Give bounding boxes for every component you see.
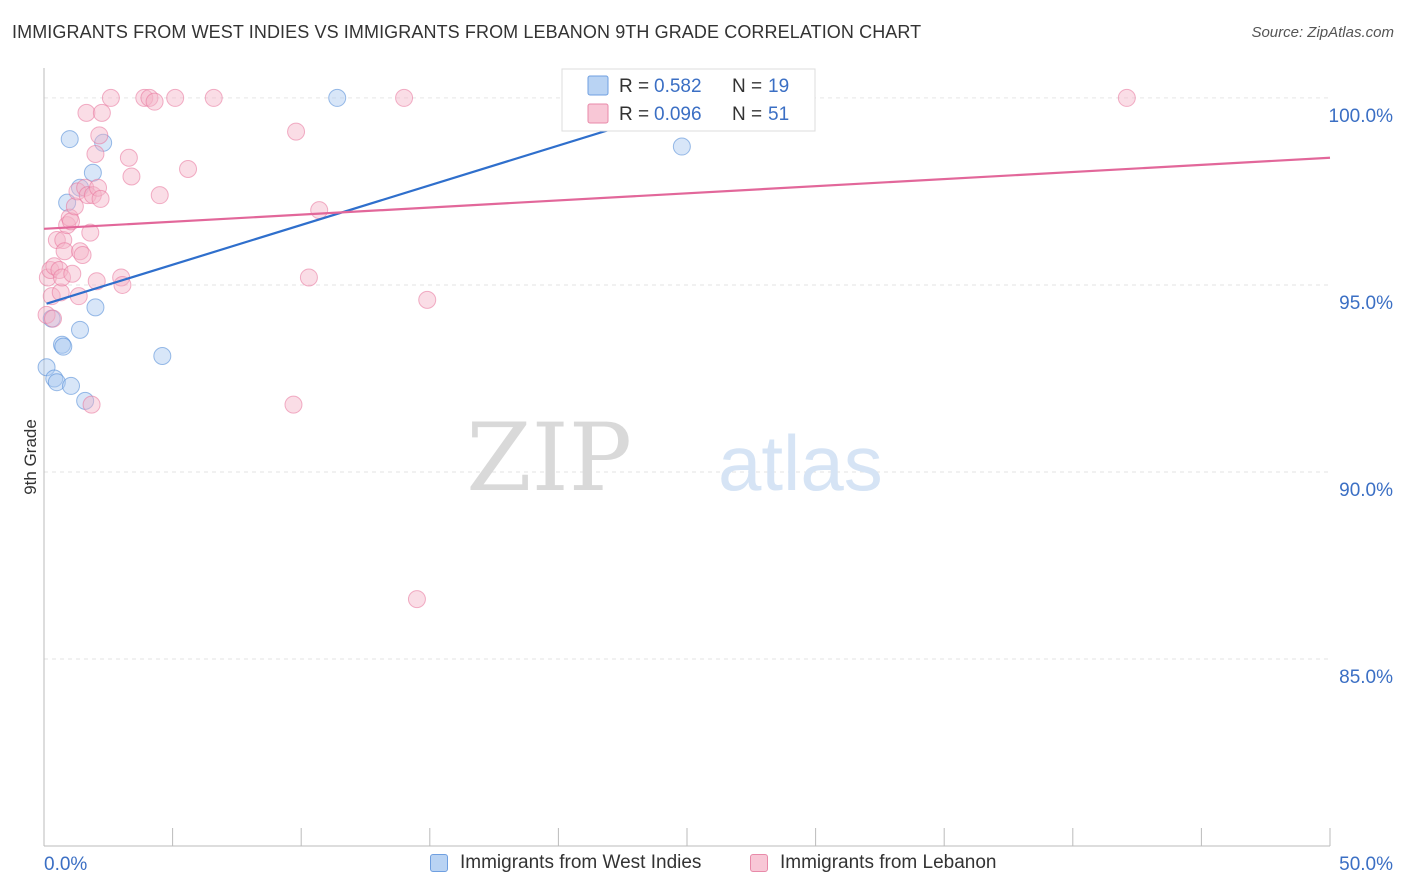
watermark-atlas: atlas <box>718 419 883 507</box>
point-lebanon <box>299 268 318 287</box>
x-tick-label: 50.0% <box>1339 854 1393 875</box>
stats-legend: R = 0.582 N = 19 R = 0.096 N = 51 <box>561 68 816 132</box>
point-west-indies <box>47 373 66 392</box>
point-lebanon <box>204 88 223 107</box>
point-lebanon <box>284 395 303 414</box>
stats-r-value-blue: 0.582 <box>654 76 702 97</box>
point-lebanon <box>135 88 154 107</box>
point-lebanon <box>55 242 74 261</box>
point-west-indies <box>672 137 691 156</box>
legend-item-lebanon: Immigrants from Lebanon <box>750 852 997 874</box>
data-points <box>37 88 1136 609</box>
point-lebanon <box>145 92 164 111</box>
point-lebanon <box>81 223 100 242</box>
legend-label-lebanon: Immigrants from Lebanon <box>780 852 997 873</box>
point-lebanon <box>89 178 108 197</box>
point-lebanon <box>179 159 198 178</box>
point-lebanon <box>76 178 95 197</box>
chart-title: IMMIGRANTS FROM WEST INDIES VS IMMIGRANT… <box>12 22 922 42</box>
stats-swatch-blue <box>587 75 609 96</box>
legend: Immigrants from West Indies Immigrants f… <box>0 852 1406 878</box>
x-tick-label: 0.0% <box>44 854 87 875</box>
stats-swatch-pink <box>587 103 609 124</box>
stats-n-value-blue: 19 <box>768 76 789 97</box>
y-axis-label: 9th Grade <box>21 419 40 495</box>
point-lebanon <box>150 186 169 205</box>
point-west-indies <box>153 347 172 366</box>
legend-item-west-indies: Immigrants from West Indies <box>430 852 701 874</box>
point-lebanon <box>63 264 82 283</box>
point-lebanon <box>65 197 84 216</box>
y-tick-label: 85.0% <box>1339 667 1393 688</box>
axes <box>43 68 1331 847</box>
point-lebanon <box>62 212 81 231</box>
point-lebanon <box>1117 88 1136 107</box>
point-lebanon <box>51 283 70 302</box>
point-lebanon <box>77 103 96 122</box>
point-west-indies <box>54 337 73 356</box>
point-west-indies <box>71 320 90 339</box>
point-lebanon <box>90 126 109 145</box>
stats-r-label-blue: R = <box>619 76 649 97</box>
legend-swatch-pink <box>750 854 768 872</box>
stats-r-label-pink: R = <box>619 104 649 125</box>
x-tick-labels: 0.0% 50.0% <box>44 854 1393 875</box>
point-lebanon <box>44 309 63 328</box>
watermark: ZIP atlas <box>466 404 882 513</box>
y-tick-label: 90.0% <box>1339 480 1393 501</box>
trend-line-lebanon <box>43 156 1331 230</box>
point-lebanon <box>86 145 105 164</box>
point-lebanon <box>122 167 141 186</box>
point-west-indies <box>86 298 105 317</box>
stats-r-value-pink: 0.096 <box>654 104 702 125</box>
stats-n-label-blue: N = <box>732 76 762 97</box>
point-lebanon <box>101 88 120 107</box>
point-west-indies <box>83 163 102 182</box>
point-west-indies <box>62 376 81 395</box>
y-tick-labels: 100.0% 95.0% 90.0% 85.0% <box>1329 106 1394 688</box>
point-lebanon <box>91 189 110 208</box>
y-tick-label: 95.0% <box>1339 293 1393 314</box>
legend-swatch-blue <box>430 854 448 872</box>
stats-n-label-pink: N = <box>732 104 762 125</box>
point-lebanon <box>310 201 329 220</box>
point-lebanon <box>73 246 92 265</box>
stats-n-value-pink: 51 <box>768 104 789 125</box>
point-west-indies <box>60 130 79 149</box>
point-lebanon <box>53 268 72 287</box>
point-lebanon <box>92 103 111 122</box>
point-west-indies <box>328 88 347 107</box>
point-lebanon <box>166 88 185 107</box>
trend-lines <box>43 96 1331 305</box>
trend-line-west-indies <box>46 96 714 305</box>
point-lebanon <box>395 88 414 107</box>
point-lebanon <box>407 590 426 609</box>
source-label: Source: ZipAtlas.com <box>1251 24 1394 41</box>
point-lebanon <box>418 290 437 309</box>
watermark-zip: ZIP <box>466 404 632 513</box>
grid <box>44 97 1330 660</box>
point-lebanon <box>82 395 101 414</box>
point-lebanon <box>119 148 138 167</box>
legend-label-west-indies: Immigrants from West Indies <box>460 852 702 873</box>
point-lebanon <box>87 272 106 291</box>
y-tick-label: 100.0% <box>1329 106 1394 127</box>
point-lebanon <box>287 122 306 141</box>
